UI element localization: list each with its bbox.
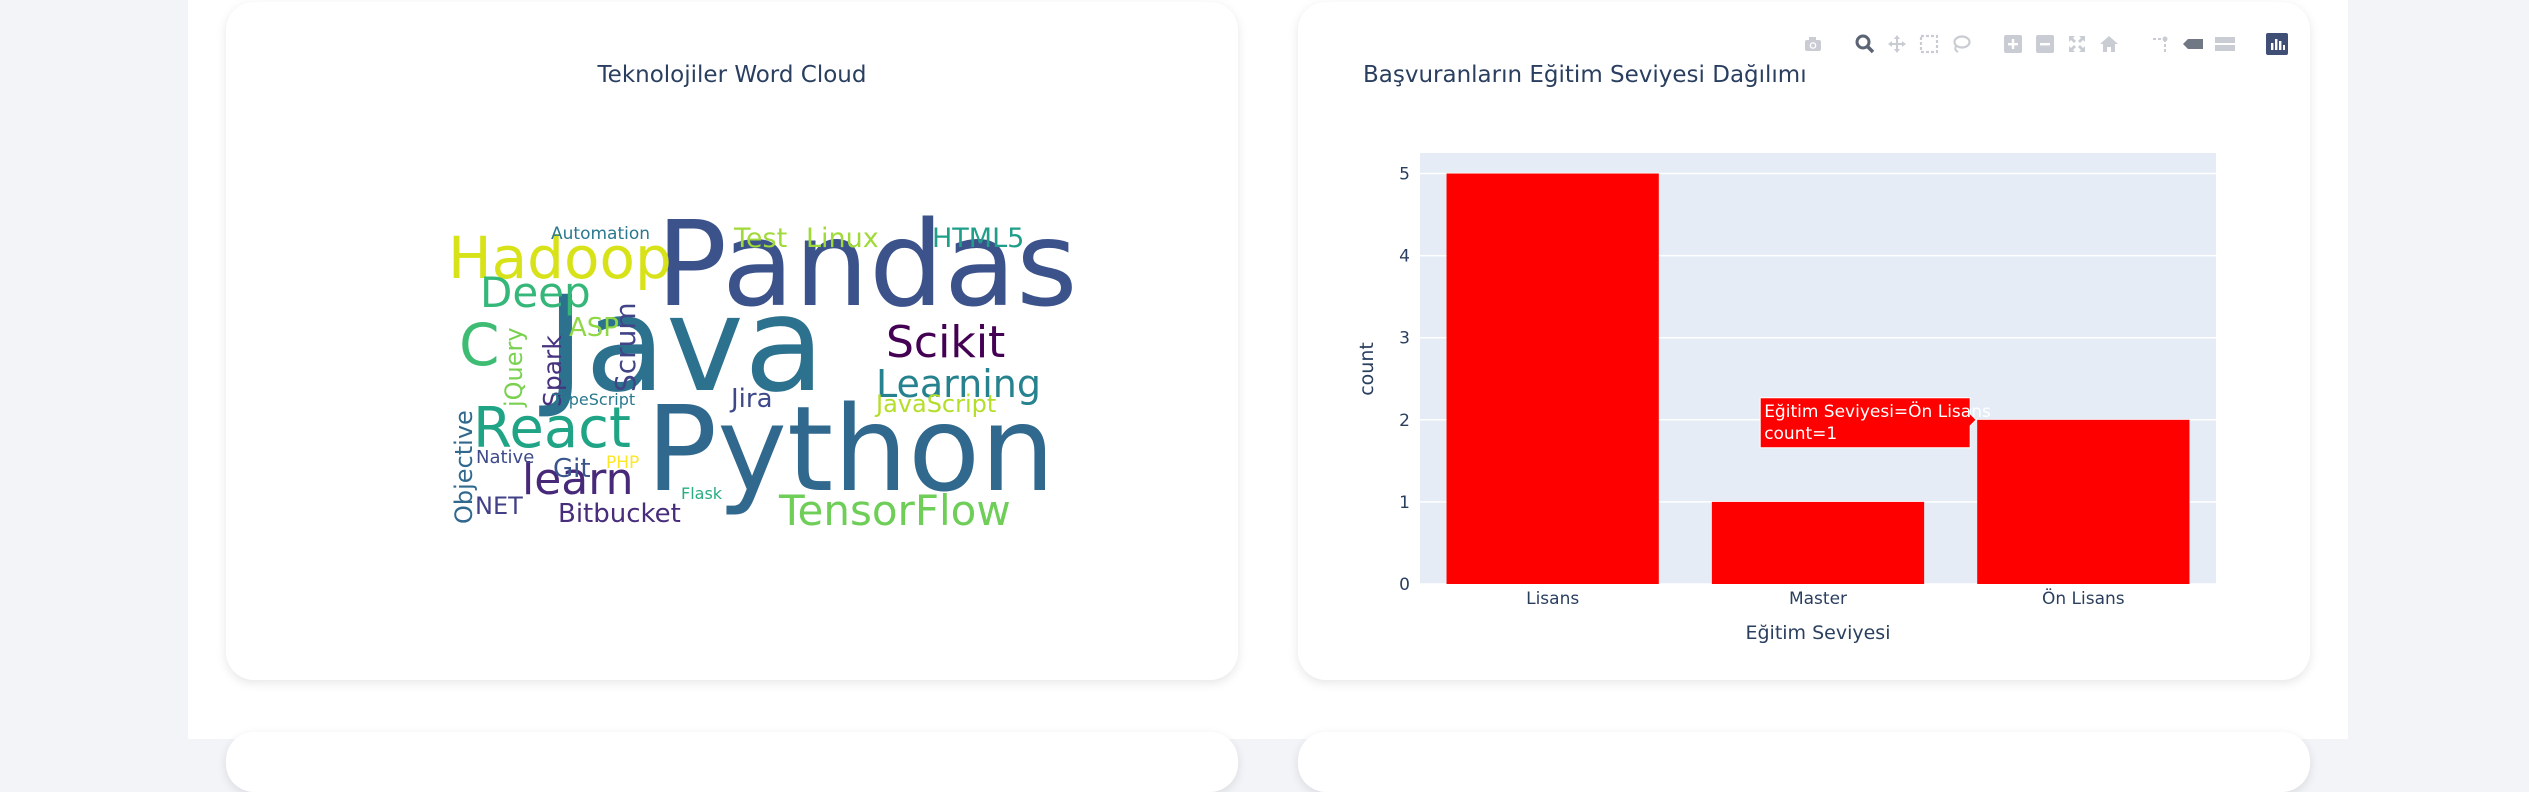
camera-icon[interactable] bbox=[1800, 31, 1826, 57]
word-cloud-word: PHP bbox=[606, 453, 639, 473]
y-tick-label: 4 bbox=[1399, 247, 1410, 267]
word-cloud-title: Teknolojiler Word Cloud bbox=[597, 62, 867, 88]
x-tick-label: Master bbox=[1789, 589, 1847, 609]
word-cloud-word: React bbox=[473, 396, 631, 461]
word-cloud-word: jQuery bbox=[500, 327, 528, 408]
bar[interactable] bbox=[1977, 419, 2190, 584]
next-card-right bbox=[1298, 732, 2310, 792]
word-cloud-card: Teknolojiler Word Cloud Pandas Java Python… bbox=[226, 2, 1238, 680]
y-tick-label: 3 bbox=[1399, 329, 1410, 349]
word-cloud-word: Linux bbox=[806, 223, 879, 254]
chart-modebar bbox=[1800, 30, 2290, 58]
word-cloud-word: TypeScript bbox=[551, 390, 635, 409]
word-cloud-word: ASP bbox=[569, 313, 619, 343]
hover-closest-icon[interactable] bbox=[2180, 31, 2206, 57]
word-cloud-word: Git bbox=[553, 454, 591, 484]
word-cloud-word: learn bbox=[522, 454, 633, 505]
word-cloud-word: HTML5 bbox=[932, 223, 1024, 254]
zoom-in-icon[interactable] bbox=[2000, 31, 2026, 57]
y-axis-label: count bbox=[1356, 342, 1378, 396]
chart-title: Başvuranların Eğitim Seviyesi Dağılımı bbox=[1363, 62, 1807, 88]
word-cloud-word: Java bbox=[539, 268, 825, 422]
word-cloud-word: Objective bbox=[450, 410, 478, 524]
hover-compare-icon[interactable] bbox=[2212, 31, 2238, 57]
word-cloud-word: Scikit bbox=[886, 317, 1005, 368]
spike-lines-icon[interactable] bbox=[2148, 31, 2174, 57]
next-card-left bbox=[226, 732, 1238, 792]
tooltip-text: Eğitim Seviyesi=Ön Lisans bbox=[1764, 400, 1991, 422]
bar[interactable] bbox=[1711, 501, 1925, 584]
word-cloud-word: Learning bbox=[876, 362, 1041, 406]
word-cloud-word: TensorFlow bbox=[778, 486, 1011, 535]
word-cloud-word: Flask bbox=[681, 484, 723, 503]
word-cloud-word: Test bbox=[733, 223, 787, 254]
box-select-icon[interactable] bbox=[1916, 31, 1942, 57]
y-tick-label: 0 bbox=[1399, 575, 1410, 595]
word-cloud-word: Automation bbox=[551, 224, 650, 244]
word-cloud-word: Jira bbox=[729, 384, 773, 414]
word-cloud-word: C bbox=[459, 311, 500, 379]
y-tick-label: 1 bbox=[1399, 493, 1410, 513]
x-tick-label: Lisans bbox=[1526, 589, 1579, 609]
word-cloud-word: Spark bbox=[538, 335, 567, 407]
bar-chart: 0 1 2 3 4 5 Lisans Master Ön Lisans count Eğiti… bbox=[1356, 153, 2216, 644]
y-tick-label: 2 bbox=[1399, 411, 1410, 431]
word-cloud-word: Native bbox=[476, 447, 534, 468]
zoom-icon[interactable] bbox=[1852, 31, 1878, 57]
word-cloud-word: Deep bbox=[480, 268, 591, 317]
x-tick-label: Ön Lisans bbox=[2042, 587, 2125, 609]
zoom-out-icon[interactable] bbox=[2032, 31, 2058, 57]
word-cloud-word: JavaScript bbox=[874, 390, 996, 418]
word-cloud-word: Bitbucket bbox=[558, 499, 681, 529]
word-cloud-word: Python bbox=[646, 380, 1055, 518]
y-tick-label: 5 bbox=[1399, 165, 1410, 185]
word-cloud-word: NET bbox=[475, 492, 523, 520]
word-cloud-word: Hadoop bbox=[448, 224, 672, 292]
reset-axes-icon[interactable] bbox=[2096, 31, 2122, 57]
word-cloud-word: Pandas bbox=[656, 195, 1078, 333]
plotly-logo-icon[interactable] bbox=[2264, 31, 2290, 57]
x-axis-label: Eğitim Seviyesi bbox=[1745, 622, 1890, 644]
tooltip-box bbox=[1759, 397, 1977, 449]
pan-icon[interactable] bbox=[1884, 31, 1910, 57]
lasso-icon[interactable] bbox=[1948, 31, 1974, 57]
autoscale-icon[interactable] bbox=[2064, 31, 2090, 57]
tooltip-text: count=1 bbox=[1764, 424, 1837, 444]
word-cloud-word: Scrum bbox=[609, 302, 642, 392]
bar-chart-card: Başvuranların Eğitim Seviyesi Dağılımı bbox=[1298, 2, 2310, 680]
bar[interactable] bbox=[1446, 173, 1659, 584]
